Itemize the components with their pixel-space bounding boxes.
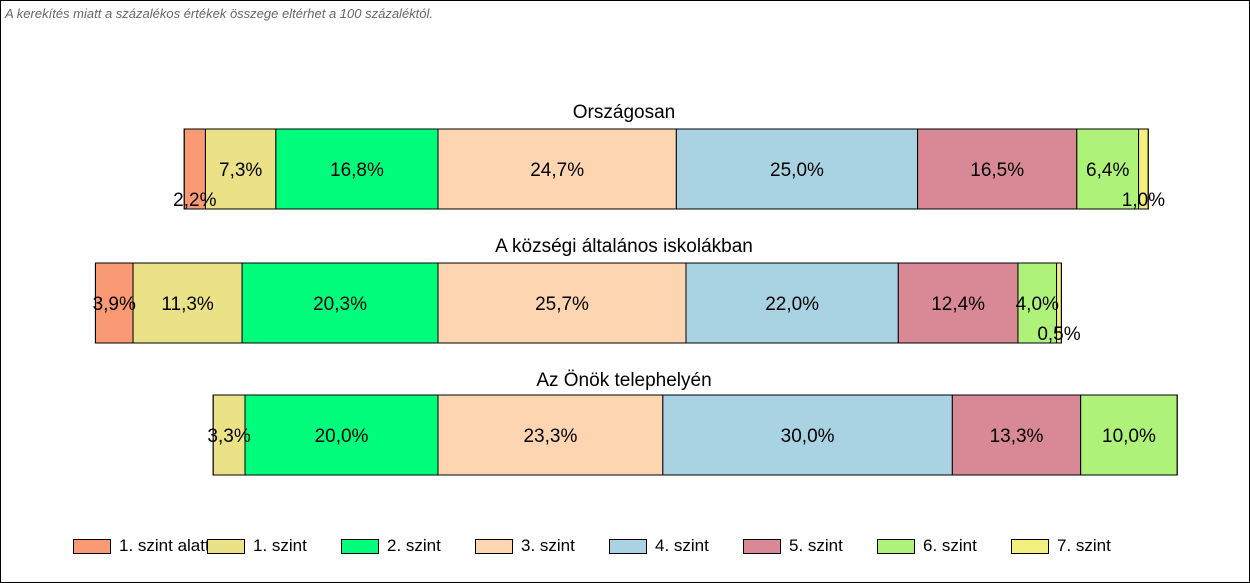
legend-label: 4. szint — [655, 536, 709, 555]
data-label: 6,4% — [1086, 160, 1129, 181]
bar-segment — [897, 262, 1019, 344]
legend: 1. szint alatti 1. szint 2. szint 3. szint 4… — [73, 536, 1183, 556]
data-label: 25,7% — [535, 294, 589, 315]
legend-item: 7. szint — [1011, 536, 1111, 556]
legend-label: 1. szint — [253, 536, 307, 555]
legend-swatch — [207, 538, 245, 554]
bar-segment — [132, 262, 243, 344]
data-label: 16,8% — [330, 160, 384, 181]
group-title: Az Önök telephelyén — [536, 370, 711, 391]
group-title: A községi általános iskolákban — [495, 236, 753, 257]
legend-label: 7. szint — [1057, 536, 1111, 555]
data-label: 12,4% — [931, 294, 985, 315]
legend-swatch — [1011, 538, 1049, 554]
legend-label: 6. szint — [923, 536, 977, 555]
bar-segment — [1080, 394, 1178, 476]
bar-segment — [204, 128, 277, 210]
bar-segment — [241, 262, 439, 344]
legend-label: 5. szint — [789, 536, 843, 555]
data-label: 4,0% — [1016, 294, 1059, 315]
legend-item: 5. szint — [743, 536, 843, 556]
legend-item: 3. szint — [475, 536, 575, 556]
data-label: 24,7% — [530, 160, 584, 181]
bar-segment — [951, 394, 1082, 476]
data-label: 20,0% — [315, 426, 369, 447]
legend-item: 4. szint — [609, 536, 709, 556]
bar-segment — [1017, 262, 1058, 344]
data-label: 16,5% — [970, 160, 1024, 181]
data-label: 3,9% — [93, 294, 136, 315]
legend-swatch — [73, 538, 111, 554]
legend-swatch — [877, 538, 915, 554]
bar-segment — [685, 262, 899, 344]
legend-swatch — [609, 538, 647, 554]
data-label: 25,0% — [770, 160, 824, 181]
data-label: 23,3% — [523, 426, 577, 447]
bar-outline — [212, 394, 1178, 476]
data-label: 1,0% — [1122, 190, 1165, 211]
data-label: 11,3% — [161, 294, 214, 315]
data-label: 22,0% — [765, 294, 819, 315]
data-label: 13,3% — [990, 426, 1044, 447]
legend-item: 1. szint — [207, 536, 307, 556]
legend-item: 6. szint — [877, 536, 977, 556]
legend-label: 3. szint — [521, 536, 575, 555]
legend-swatch — [341, 538, 379, 554]
legend-item: 1. szint alatti — [73, 536, 214, 556]
data-label: 0,5% — [1037, 324, 1080, 345]
stacked-bar-chart: Országosan 2,2%7,3% 16,8% 24,7% 25,0% 16,5% 6,… — [93, 102, 1178, 476]
legend-label: 2. szint — [387, 536, 441, 555]
data-label: 7,3% — [219, 160, 262, 181]
bar-segment — [244, 394, 439, 476]
legend-item: 2. szint — [341, 536, 441, 556]
legend-swatch — [743, 538, 781, 554]
rounding-note: A kerekítés miatt a százalékos értékek ö… — [5, 6, 434, 21]
data-label: 3,3% — [207, 426, 250, 447]
bar-outline — [183, 128, 1149, 210]
bar-segment — [437, 394, 664, 476]
legend-label: 1. szint alatti — [119, 536, 214, 555]
data-label: 20,3% — [313, 294, 367, 315]
group-title: Országosan — [573, 102, 675, 123]
data-label: 30,0% — [781, 426, 835, 447]
data-label: 10,0% — [1102, 426, 1156, 447]
data-label: 2,2% — [173, 190, 216, 211]
legend-swatch — [475, 538, 513, 554]
bar-outline — [94, 262, 1062, 344]
